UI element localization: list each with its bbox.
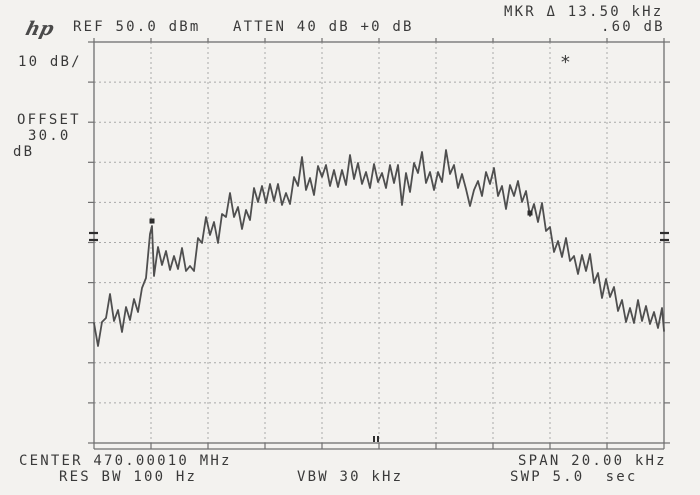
spectrum-trace [93, 149, 665, 347]
sweep-time-readout: SWP 5.0 sec [510, 469, 638, 485]
span-readout: SPAN 20.00 kHz [518, 453, 667, 469]
vbw-readout: VBW 30 kHz [297, 469, 404, 485]
center-freq-readout: CENTER 470.00010 MHz [19, 453, 232, 469]
marker-delta-freq-readout: MKR Δ 13.50 kHz [504, 4, 664, 20]
delta-marker-2-icon [527, 210, 533, 216]
delta-marker-ref-icon [149, 218, 155, 224]
offset-value: 30.0 [28, 128, 71, 144]
star-indicator-icon: * [560, 52, 571, 73]
scale-readout: 10 dB/ [18, 54, 82, 70]
atten-readout: ATTEN 40 dB +0 dB [233, 19, 414, 35]
offset-unit: dB [13, 144, 35, 160]
res-bw-readout: RES BW 100 Hz [59, 469, 198, 485]
ref-level-readout: REF 50.0 dBm [73, 19, 201, 35]
hp-logo: hp [23, 18, 56, 40]
offset-label: OFFSET [17, 112, 81, 128]
marker-delta-amp-readout: .60 dB [601, 19, 665, 35]
